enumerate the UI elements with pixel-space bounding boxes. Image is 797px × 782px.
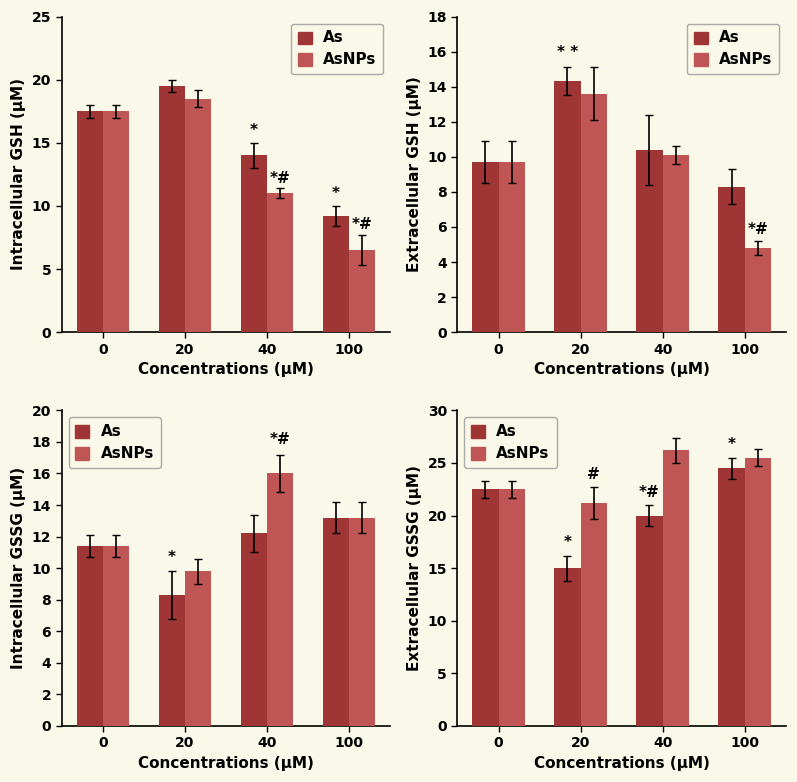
Legend: As, AsNPs: As, AsNPs (464, 418, 556, 468)
Bar (103, 111, 129, 332)
Bar (636, 515, 662, 726)
Legend: As, AsNPs: As, AsNPs (687, 23, 779, 74)
Bar (744, 248, 771, 332)
Bar (103, 546, 129, 726)
Text: *#: *# (351, 217, 372, 232)
Text: *: * (249, 123, 257, 138)
Bar (185, 572, 211, 726)
Text: *#: *# (639, 485, 660, 500)
Bar (77, 546, 103, 726)
Bar (241, 533, 267, 726)
X-axis label: Concentrations (μM): Concentrations (μM) (534, 362, 709, 377)
X-axis label: Concentrations (μM): Concentrations (μM) (138, 362, 314, 377)
Bar (718, 187, 744, 332)
Text: *#: *# (748, 223, 768, 238)
Bar (718, 468, 744, 726)
Bar (159, 86, 185, 332)
Y-axis label: Extracellular GSH (μM): Extracellular GSH (μM) (406, 77, 422, 272)
Y-axis label: Intracellular GSH (μM): Intracellular GSH (μM) (11, 78, 26, 271)
Bar (636, 150, 662, 332)
Bar (241, 156, 267, 332)
Legend: As, AsNPs: As, AsNPs (291, 23, 383, 74)
Bar (554, 81, 580, 332)
Bar (498, 490, 524, 726)
Text: #: # (587, 467, 600, 482)
Bar (349, 250, 375, 332)
Text: *#: *# (269, 170, 290, 186)
X-axis label: Concentrations (μM): Concentrations (μM) (138, 756, 314, 771)
Y-axis label: Intracellular GSSG (μM): Intracellular GSSG (μM) (11, 467, 26, 669)
Bar (580, 503, 607, 726)
Bar (744, 457, 771, 726)
Text: * *: * * (557, 45, 578, 60)
Text: *: * (167, 550, 175, 565)
Bar (159, 595, 185, 726)
Bar (498, 162, 524, 332)
Bar (580, 94, 607, 332)
Bar (267, 473, 293, 726)
Bar (473, 162, 498, 332)
Y-axis label: Extracellular GSSG (μM): Extracellular GSSG (μM) (406, 465, 422, 671)
Bar (554, 569, 580, 726)
Text: *: * (728, 437, 736, 453)
Bar (662, 450, 689, 726)
Text: *#: *# (269, 432, 290, 447)
Text: *: * (332, 186, 340, 201)
X-axis label: Concentrations (μM): Concentrations (μM) (534, 756, 709, 771)
Bar (473, 490, 498, 726)
Bar (185, 99, 211, 332)
Bar (323, 216, 349, 332)
Legend: As, AsNPs: As, AsNPs (69, 418, 161, 468)
Bar (323, 518, 349, 726)
Bar (267, 193, 293, 332)
Bar (77, 111, 103, 332)
Text: *: * (563, 535, 571, 551)
Bar (662, 155, 689, 332)
Bar (349, 518, 375, 726)
